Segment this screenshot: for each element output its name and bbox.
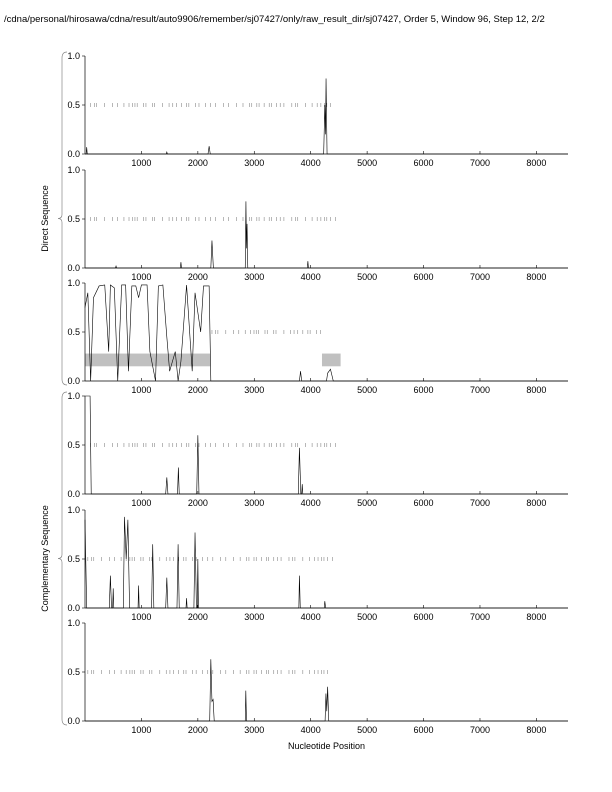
x-tick-label: 8000: [526, 725, 546, 735]
series-line: [84, 516, 568, 609]
y-tick-label: 1.0: [67, 51, 80, 61]
y-tick-label: 0.0: [67, 376, 80, 386]
x-tick-label: 6000: [414, 725, 434, 735]
series-line: [85, 78, 568, 155]
x-tick-label: 1000: [131, 612, 151, 622]
x-tick-label: 2000: [188, 612, 208, 622]
x-tick-label: 2000: [188, 498, 208, 508]
x-tick-label: 2000: [188, 725, 208, 735]
x-tick-label: 3000: [244, 612, 264, 622]
x-tick-label: 5000: [357, 272, 377, 282]
x-tick-label: 1000: [131, 158, 151, 168]
x-tick-label: 4000: [301, 498, 321, 508]
x-tick-label: 5000: [357, 385, 377, 395]
x-tick-label: 3000: [244, 272, 264, 282]
x-tick-label: 7000: [470, 725, 490, 735]
x-tick-label: 3000: [244, 158, 264, 168]
x-tick-label: 3000: [244, 725, 264, 735]
x-tick-label: 4000: [301, 725, 321, 735]
x-tick-label: 6000: [414, 158, 434, 168]
x-tick-label: 8000: [526, 498, 546, 508]
x-tick-label: 6000: [414, 498, 434, 508]
x-tick-label: 7000: [470, 158, 490, 168]
y-tick-label: 1.0: [67, 278, 80, 288]
y-tick-label: 0.5: [67, 214, 80, 224]
x-tick-label: 5000: [357, 725, 377, 735]
y-tick-label: 0.5: [67, 440, 80, 450]
x-tick-label: 7000: [470, 612, 490, 622]
chart-title: /cdna/personal/hirosawa/cdna/result/auto…: [4, 14, 545, 25]
x-tick-label: 5000: [357, 498, 377, 508]
group-brace: [57, 391, 68, 726]
x-tick-label: 6000: [414, 272, 434, 282]
x-tick-label: 8000: [526, 612, 546, 622]
x-tick-label: 7000: [470, 272, 490, 282]
x-tick-label: 5000: [357, 612, 377, 622]
highlight-box: [321, 353, 341, 367]
x-axis-label: Nucleotide Position: [288, 741, 365, 751]
x-tick-label: 5000: [357, 158, 377, 168]
highlight-box: [85, 353, 211, 367]
x-tick-label: 3000: [244, 498, 264, 508]
y-tick-label: 1.0: [67, 165, 80, 175]
x-tick-label: 8000: [526, 158, 546, 168]
y-tick-label: 0.5: [67, 554, 80, 564]
y-tick-label: 0.5: [67, 327, 80, 337]
y-tick-label: 1.0: [67, 391, 80, 401]
x-tick-label: 7000: [470, 498, 490, 508]
series-line: [85, 659, 568, 722]
y-tick-label: 0.0: [67, 603, 80, 613]
y-tick-label: 0.0: [67, 149, 80, 159]
x-tick-label: 3000: [244, 385, 264, 395]
x-tick-label: 2000: [188, 272, 208, 282]
y-tick-label: 0.5: [67, 100, 80, 110]
y-tick-label: 0.0: [67, 489, 80, 499]
x-tick-label: 1000: [131, 272, 151, 282]
y-tick-label: 1.0: [67, 618, 80, 628]
x-tick-label: 4000: [301, 158, 321, 168]
x-tick-label: 4000: [301, 272, 321, 282]
x-tick-label: 1000: [131, 725, 151, 735]
group-label: Complementary Sequence: [40, 505, 50, 612]
x-tick-label: 6000: [414, 385, 434, 395]
x-tick-label: 6000: [414, 612, 434, 622]
x-tick-label: 7000: [470, 385, 490, 395]
series-line: [84, 284, 568, 382]
x-tick-label: 2000: [188, 385, 208, 395]
group-label: Direct Sequence: [40, 185, 50, 252]
x-tick-label: 8000: [526, 272, 546, 282]
x-tick-label: 1000: [131, 498, 151, 508]
y-tick-label: 0.5: [67, 667, 80, 677]
y-tick-label: 1.0: [67, 505, 80, 515]
y-tick-label: 0.0: [67, 716, 80, 726]
series-line: [85, 201, 568, 269]
group-brace: [57, 51, 68, 386]
x-tick-label: 2000: [188, 158, 208, 168]
x-tick-label: 8000: [526, 385, 546, 395]
y-tick-label: 0.0: [67, 263, 80, 273]
x-tick-label: 1000: [131, 385, 151, 395]
x-tick-label: 4000: [301, 385, 321, 395]
x-tick-label: 4000: [301, 612, 321, 622]
